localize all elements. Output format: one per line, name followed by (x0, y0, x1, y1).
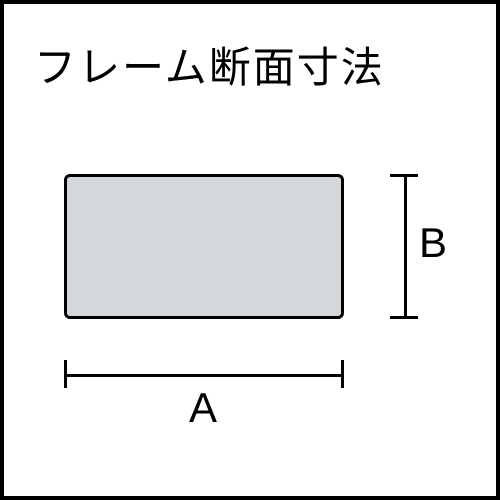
dimension-a-line (64, 374, 344, 377)
dimension-b-tick-top (390, 174, 418, 177)
dimension-a-tick-left (64, 360, 67, 388)
cross-section-rectangle (64, 174, 344, 319)
dimension-a-tick-right (341, 360, 344, 388)
dimension-a-label: A (189, 384, 217, 432)
diagram-frame: フレーム断面寸法 A B (0, 0, 500, 500)
dimension-b-label: B (419, 219, 447, 267)
dimension-b-line (404, 174, 407, 319)
dimension-b-tick-bottom (390, 316, 418, 319)
diagram-title: フレーム断面寸法 (34, 34, 385, 95)
